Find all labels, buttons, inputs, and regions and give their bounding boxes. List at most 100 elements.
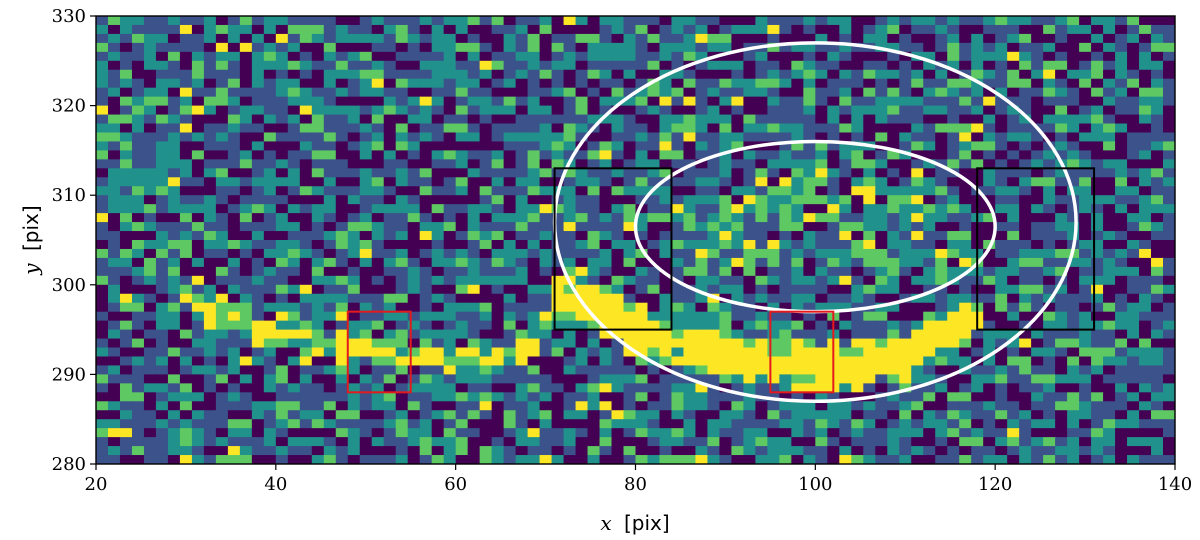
heatmap-cell [479, 168, 493, 178]
heatmap-cell [863, 132, 876, 143]
heatmap-cell [311, 266, 325, 277]
heatmap-cell [983, 257, 996, 268]
heatmap-cell [1115, 231, 1128, 241]
heatmap-cell [131, 275, 145, 286]
heatmap-cell [347, 428, 361, 438]
heatmap-cell [119, 338, 133, 349]
heatmap-cell [995, 293, 1008, 304]
heatmap-cell [1043, 222, 1056, 232]
heatmap-cell [539, 24, 553, 35]
heatmap-cell [611, 257, 625, 268]
heatmap-cell [911, 222, 924, 232]
heatmap-cell [695, 195, 709, 205]
heatmap-cell [803, 374, 816, 384]
heatmap-cell [1067, 410, 1080, 420]
heatmap-cell [863, 383, 876, 393]
heatmap-cell [455, 329, 469, 340]
heatmap-cell [1115, 87, 1128, 98]
heatmap-cell [203, 401, 217, 411]
heatmap-cell [347, 329, 361, 340]
rect-black-right [976, 167, 1096, 331]
heatmap-cell [431, 60, 445, 71]
heatmap-cell [623, 33, 637, 44]
heatmap-cell [839, 275, 852, 286]
heatmap-cell [1043, 428, 1056, 438]
heatmap-cell [299, 240, 313, 250]
heatmap-cell [191, 284, 205, 295]
heatmap-cell [96, 374, 109, 384]
heatmap-cell [959, 123, 972, 134]
heatmap-cell [239, 365, 253, 375]
heatmap-cell [995, 195, 1008, 205]
heatmap-cell [539, 60, 553, 71]
heatmap-cell [515, 284, 529, 295]
heatmap-cell [1103, 410, 1116, 420]
heatmap-cell [191, 446, 205, 456]
heatmap-cell [215, 105, 229, 116]
heatmap-cell [479, 338, 493, 349]
heatmap-cell [731, 16, 744, 26]
heatmap-cell [779, 383, 792, 393]
heatmap-cell [707, 311, 721, 322]
heatmap-cell [1127, 383, 1140, 393]
heatmap-cell [911, 132, 924, 143]
heatmap-cell [119, 455, 133, 464]
heatmap-cell [215, 60, 229, 71]
heatmap-cell [287, 275, 301, 286]
heatmap-cell [983, 114, 996, 125]
heatmap-cell [1091, 383, 1104, 393]
heatmap-cell [383, 231, 397, 241]
heatmap-cell [419, 132, 433, 143]
heatmap-cell [791, 96, 804, 107]
heatmap-cell [923, 275, 936, 286]
heatmap-cell [251, 284, 265, 295]
heatmap-cell [1019, 60, 1032, 71]
heatmap-cell [119, 374, 133, 384]
heatmap-cell [935, 42, 948, 53]
heatmap-cell [911, 141, 924, 151]
heatmap-cell [419, 42, 433, 53]
heatmap-cell [623, 87, 637, 98]
heatmap-cell [1115, 392, 1128, 402]
heatmap-cell [623, 24, 637, 35]
heatmap-cell [851, 266, 864, 277]
heatmap-cell [815, 365, 828, 375]
heatmap-cell [575, 455, 589, 464]
heatmap-cell [707, 437, 721, 447]
heatmap-cell [359, 96, 373, 107]
heatmap-cell [1115, 275, 1128, 286]
heatmap-cell [311, 186, 325, 196]
heatmap-cell [863, 374, 876, 384]
heatmap-cell [791, 248, 804, 259]
heatmap-cell [599, 320, 613, 331]
heatmap-cell [443, 410, 457, 420]
heatmap-cell [287, 266, 301, 277]
heatmap-cell [683, 51, 697, 62]
heatmap-cell [863, 284, 876, 295]
heatmap-cell [707, 275, 721, 286]
heatmap-cell [1151, 123, 1164, 134]
heatmap-cell [815, 87, 828, 98]
heatmap-cell [923, 428, 936, 438]
heatmap-cell [1139, 293, 1152, 304]
heatmap-cell [96, 42, 109, 53]
heatmap-cell [647, 311, 661, 322]
heatmap-cell [983, 248, 996, 259]
heatmap-cell [1079, 428, 1092, 438]
heatmap-cell [563, 266, 577, 277]
heatmap-cell [275, 455, 289, 464]
heatmap-cell [419, 16, 433, 26]
heatmap-cell [299, 410, 313, 420]
heatmap-cell [395, 410, 409, 420]
heatmap-cell [1115, 347, 1128, 358]
heatmap-cell [719, 132, 733, 143]
heatmap-cell [1127, 204, 1140, 214]
heatmap-cell [1151, 356, 1164, 367]
heatmap-cell [119, 446, 133, 456]
heatmap-cell [96, 204, 109, 214]
heatmap-cell [263, 257, 277, 268]
heatmap-cell [371, 374, 385, 384]
heatmap-cell [1031, 293, 1044, 304]
heatmap-cell [623, 284, 637, 295]
heatmap-cell [479, 87, 493, 98]
